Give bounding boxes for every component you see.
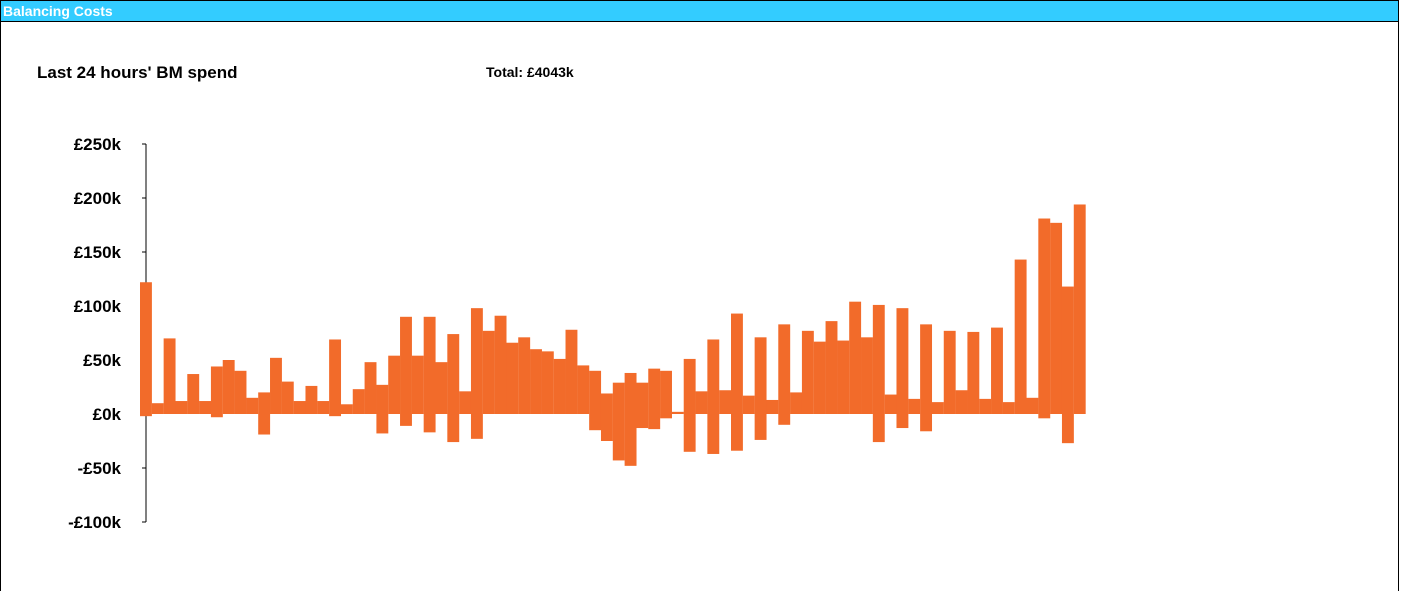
bar — [908, 398, 921, 414]
bar — [778, 324, 791, 425]
bar — [518, 337, 531, 414]
bar — [293, 401, 306, 414]
panel-title: Balancing Costs — [3, 3, 113, 19]
bar — [506, 342, 519, 414]
bar — [163, 338, 176, 414]
bar — [801, 330, 814, 414]
bar — [258, 392, 271, 435]
bar — [400, 316, 412, 426]
bar — [470, 308, 483, 439]
bar — [447, 334, 460, 443]
bar — [931, 402, 944, 414]
bar — [234, 370, 247, 414]
y-tick-label: £250k — [74, 135, 122, 154]
chart-subtitle: Last 24 hours' BM spend — [37, 63, 238, 82]
bar — [955, 390, 968, 414]
bar — [494, 315, 507, 414]
bar — [719, 390, 732, 414]
bar — [1038, 218, 1051, 419]
bar — [1002, 402, 1015, 414]
bar — [246, 397, 259, 414]
bar — [612, 382, 625, 461]
y-tick-label: -£50k — [78, 459, 122, 478]
bar — [695, 391, 708, 414]
bar — [683, 358, 696, 452]
bar — [589, 370, 602, 431]
bar — [624, 372, 637, 466]
bar — [731, 313, 743, 451]
bar — [790, 392, 802, 414]
bar — [151, 403, 164, 414]
bar — [742, 395, 755, 414]
bar — [1026, 397, 1039, 414]
bar — [423, 316, 436, 433]
bar — [210, 366, 223, 418]
bar — [943, 330, 956, 414]
bar — [707, 339, 720, 454]
y-tick-label: £0k — [93, 405, 122, 424]
y-tick-label: £50k — [83, 351, 121, 370]
bar — [991, 327, 1003, 414]
bar — [967, 331, 980, 414]
bar — [222, 360, 235, 414]
bar — [600, 393, 613, 441]
bar — [861, 337, 873, 414]
bar — [648, 368, 661, 430]
bar — [305, 385, 318, 414]
bar — [660, 370, 672, 419]
bar — [754, 337, 767, 440]
bar — [920, 324, 933, 432]
bar — [270, 357, 282, 414]
bar — [482, 330, 495, 414]
total-spend: Total: £4043k — [486, 64, 574, 80]
bar — [199, 401, 211, 414]
panel-header: Balancing Costs — [1, 1, 1398, 22]
bar — [459, 391, 472, 414]
bar — [884, 394, 897, 414]
y-tick-label: £200k — [74, 189, 122, 208]
bar — [140, 282, 152, 417]
y-tick-label: -£100k — [68, 513, 121, 532]
bar — [896, 308, 909, 429]
bar — [340, 404, 353, 414]
bar — [175, 401, 188, 414]
bar — [979, 398, 992, 414]
bar — [1050, 222, 1063, 414]
bar — [187, 374, 200, 414]
bar — [530, 349, 542, 414]
bar — [671, 411, 684, 414]
bar — [1061, 286, 1074, 444]
bar — [825, 321, 838, 414]
bar — [388, 355, 401, 414]
bar — [317, 401, 330, 414]
bar — [411, 355, 424, 414]
bar — [636, 382, 649, 429]
bar — [837, 340, 850, 414]
bar — [1073, 204, 1086, 414]
bar — [553, 358, 566, 414]
bar — [565, 329, 578, 414]
bar — [376, 384, 389, 434]
bar — [577, 365, 590, 414]
bar — [1014, 259, 1027, 414]
bar — [766, 399, 779, 414]
y-tick-label: £100k — [74, 297, 122, 316]
bar — [364, 362, 377, 414]
bar — [281, 381, 294, 414]
bar — [872, 304, 885, 443]
bar — [329, 339, 342, 417]
bar — [813, 341, 826, 414]
bar — [849, 301, 862, 414]
bar — [435, 362, 448, 414]
y-tick-label: £150k — [74, 243, 122, 262]
bar — [352, 389, 365, 414]
bar — [541, 351, 554, 414]
